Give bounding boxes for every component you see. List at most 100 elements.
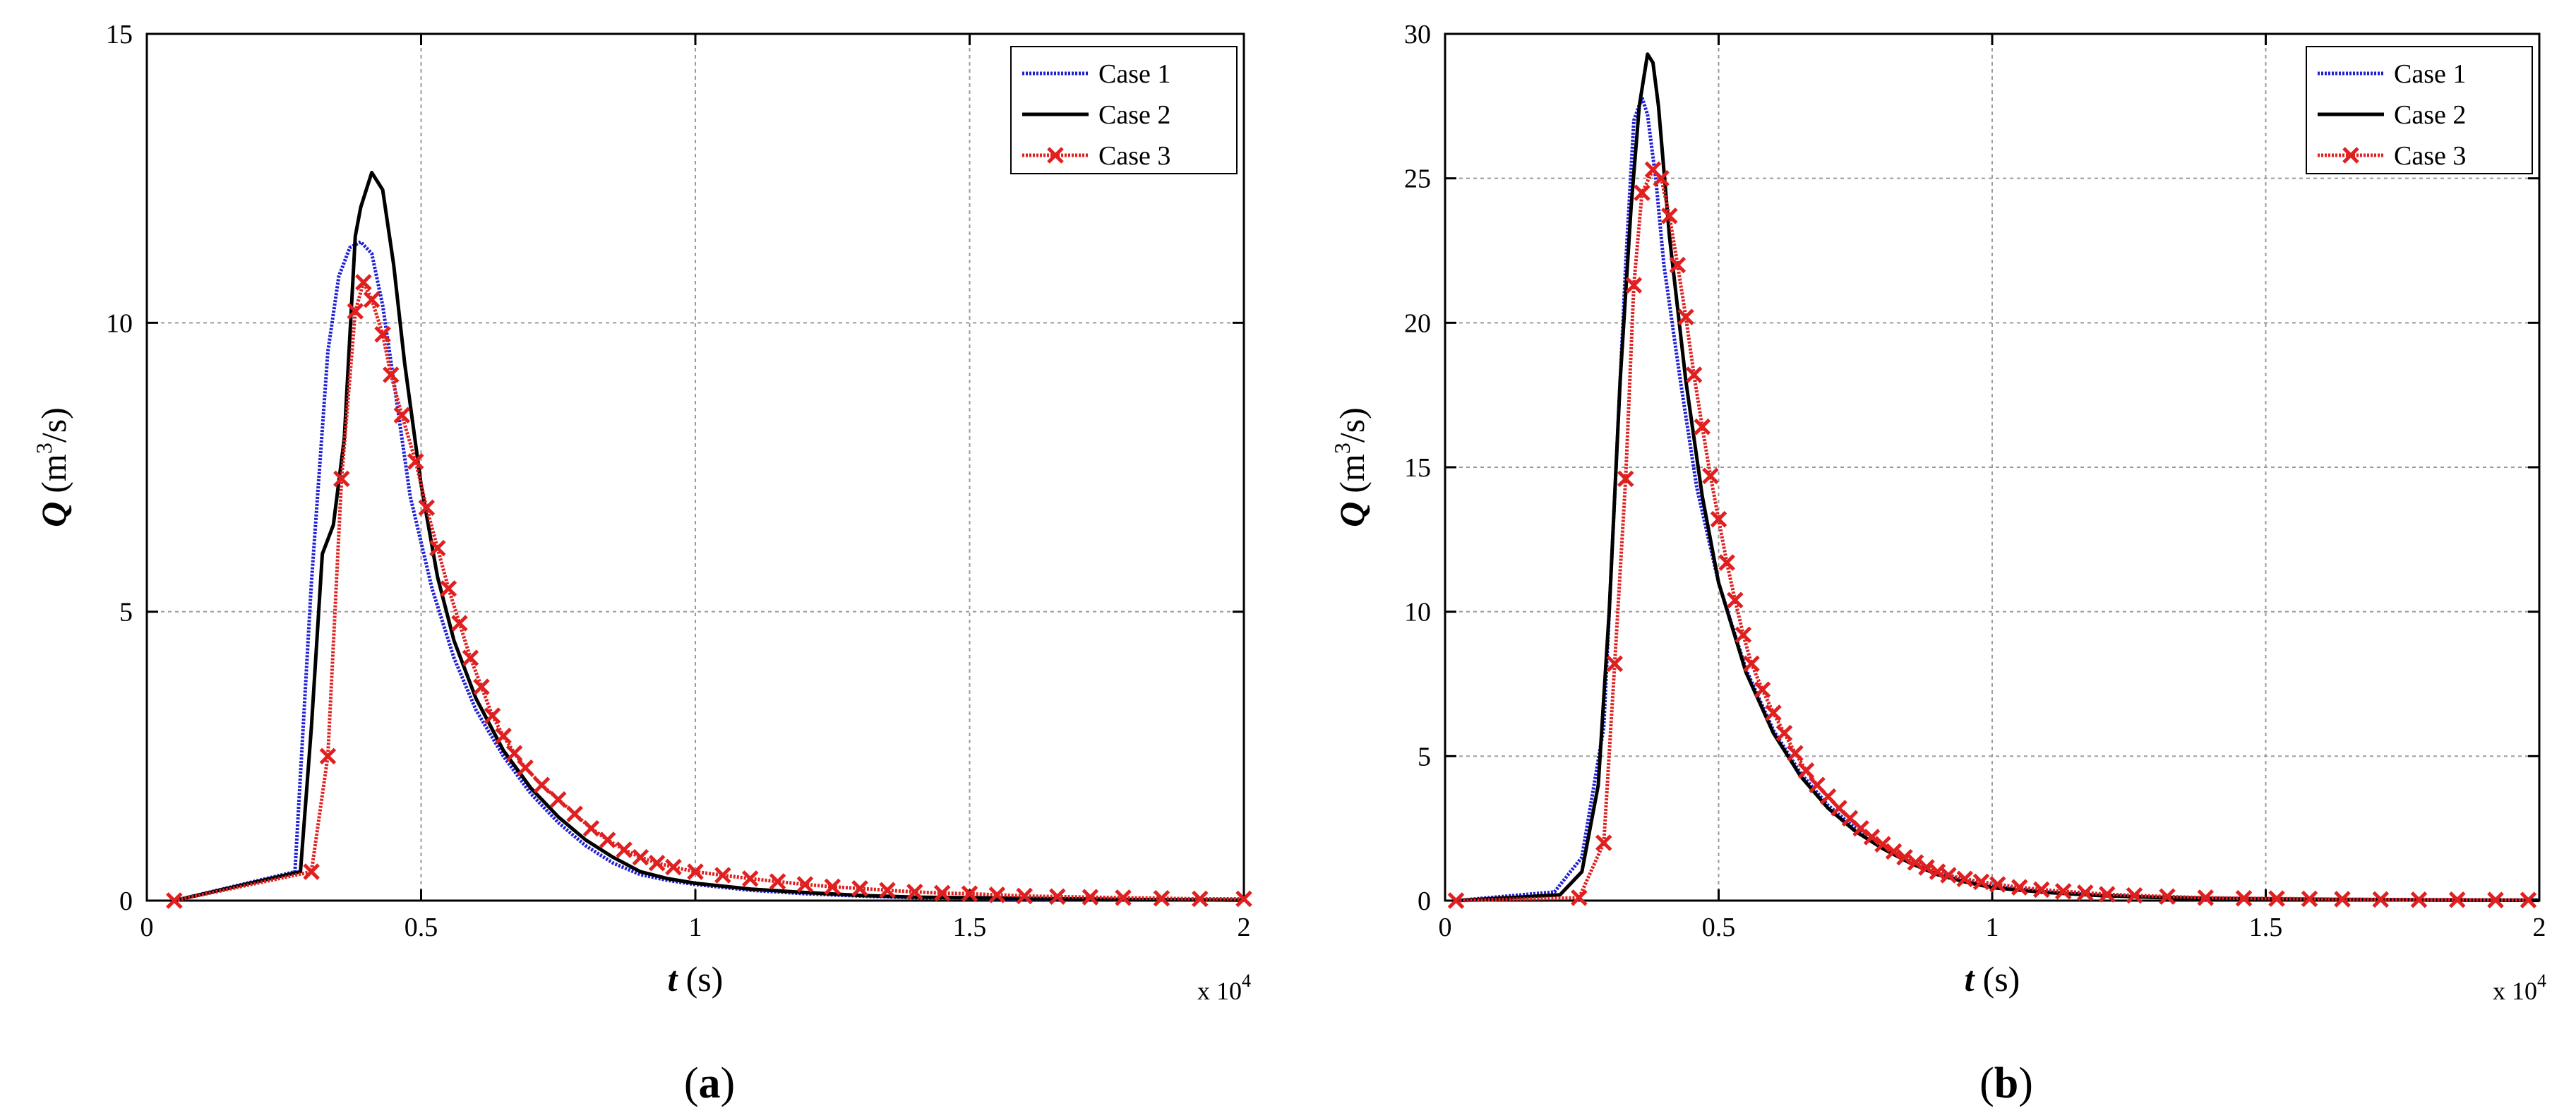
panel-caption-open-paren: ( [684,1059,699,1107]
y-axis-label: Q (m3/s) [31,407,73,527]
x-tick-label: 1.5 [2249,913,2283,942]
data-point-x-marker [1874,836,1891,853]
data-point-x-marker [1653,169,1670,187]
data-point-x-marker [347,303,364,320]
data-point-x-marker [1595,834,1612,851]
data-point-x-marker [2268,890,2285,907]
y-tick-label: 10 [1404,598,1431,627]
data-point-x-marker [1669,256,1687,274]
legend-marker [1047,147,1064,164]
x-axis-multiplier: x 104 [2493,970,2546,1005]
data-point-x-marker [1787,745,1804,762]
x-axis-multiplier-base: x 10 [1197,977,1242,1005]
x-tick-label: 2 [1238,913,1251,942]
series-line-case-3 [174,280,1244,903]
data-point-x-marker [582,819,600,837]
x-axis-unit: (s) [1983,959,2020,999]
legend-box [2306,46,2533,174]
data-point-x-marker [1153,889,1170,907]
data-point-x-marker [1082,889,1099,906]
y-tick-label: 0 [119,886,133,916]
x-tick-label: 0.5 [405,913,438,942]
data-point-x-marker [549,791,567,808]
data-point-x-marker [2520,891,2537,908]
data-point-x-marker [1775,724,1793,742]
y-tick-label: 20 [1404,308,1431,338]
data-point-x-marker [1754,681,1771,698]
data-point-x-marker [2126,886,2143,904]
data-point-x-marker [1447,892,1465,909]
data-point-x-marker [1863,829,1881,846]
chart-panel-a: 0 0.5 1 1.5 2 0 5 10 15 Case 1 Case 2 Case 3 t (s) x 1… [31,20,1252,1107]
data-point-x-marker [2011,879,2028,896]
series-line-case-3 [1456,167,2529,903]
y-tick-label: 5 [1418,742,1431,771]
legend-label-case-3: Case 3 [2394,141,2466,171]
data-point-x-marker [2159,888,2176,906]
x-axis-multiplier-base: x 10 [2493,977,2537,1005]
x-tick-label: 0 [1439,913,1452,942]
data-point-x-marker [1743,655,1760,673]
data-point-x-marker [374,325,391,343]
y-axis-unit-superscript: 3 [1329,443,1355,454]
data-point-x-marker [2076,884,2094,901]
series-line-case-1 [1456,95,2540,903]
data-point-x-marker [687,863,704,880]
y-axis-unit-tail: /s) [1332,407,1372,443]
data-point-x-marker [440,580,457,597]
data-point-x-marker [1896,848,1913,866]
panel-caption-open-paren: ( [1979,1059,1994,1107]
y-tick-label: 25 [1404,164,1431,194]
x-tick-label: 1.5 [953,913,987,942]
y-tick-label: 30 [1404,20,1431,49]
x-axis-multiplier: x 104 [1197,970,1251,1005]
data-point-x-marker [319,747,337,765]
x-tick-label: 1 [1986,913,1999,942]
x-tick-label: 2 [2533,913,2546,942]
x-axis-unit: (s) [686,959,724,999]
data-point-x-marker [1956,870,1974,888]
data-point-x-marker [1907,854,1924,871]
data-point-x-marker [1765,704,1782,721]
data-point-x-marker [1918,859,1935,876]
legend-label-case-1: Case 1 [1098,59,1170,89]
data-point-x-marker [355,274,372,291]
x-axis-variable: t [1965,959,1976,999]
data-point-x-marker [1617,470,1634,488]
data-point-x-marker [2487,891,2504,908]
data-point-x-marker [648,855,666,872]
data-point-x-marker [796,876,814,893]
panel-caption: (b) [1979,1059,2033,1107]
data-point-x-marker [393,407,411,424]
series-line-case-2 [1456,52,2540,903]
x-tick-label: 0.5 [1702,913,1736,942]
data-point-x-marker [418,499,436,517]
panel-caption-letter: a [699,1059,721,1107]
data-point-x-marker [484,707,501,724]
data-point-x-marker [1694,418,1711,435]
data-point-x-marker [879,882,896,899]
x-axis-variable: t [668,959,679,999]
panel-caption-close-paren: ) [2018,1059,2033,1107]
data-point-x-marker [517,759,534,776]
data-point-x-marker [1625,277,1643,294]
data-point-x-marker [1710,510,1727,528]
data-point-x-marker [2372,891,2390,908]
legend: Case 1 Case 2 Case 3 [1010,46,1238,174]
y-tick-label: 15 [106,20,133,49]
data-point-x-marker [2301,890,2318,908]
data-point-x-marker [906,883,923,901]
x-axis-label: t (s) [668,959,724,999]
data-point-x-marker [382,366,400,383]
y-axis-label: Q (m3/s) [1329,407,1372,527]
y-axis-unit: (m [34,454,73,493]
data-point-x-marker [495,727,512,745]
y-tick-label: 15 [1404,453,1431,483]
panel-caption: (a) [684,1059,735,1107]
data-point-x-marker [451,615,468,632]
data-point-x-marker [2032,881,2050,898]
legend-label-case-2: Case 2 [1098,100,1170,130]
data-point-x-marker [1940,867,1957,884]
x-tick-label: 0 [140,913,154,942]
data-point-x-marker [741,870,759,887]
